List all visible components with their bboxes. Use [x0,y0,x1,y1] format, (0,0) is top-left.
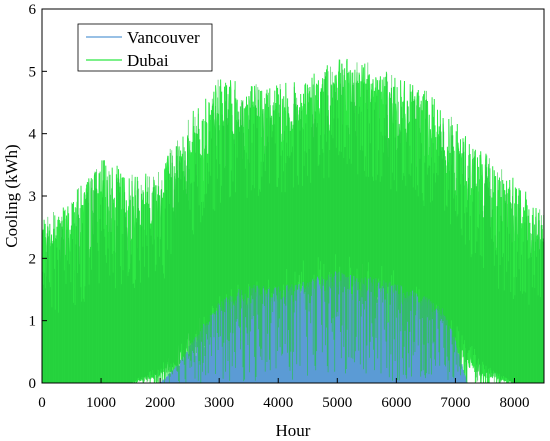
y-axis: 0 1 2 3 4 5 6 [29,2,47,392]
x-tick-label: 7000 [440,395,470,411]
x-tick-label: 4000 [263,395,293,411]
y-tick-label: 1 [29,314,37,330]
x-tick-label: 3000 [204,395,234,411]
legend-box [77,23,213,72]
x-axis: 0 1000 2000 3000 4000 5000 6000 7000 8000 [38,378,529,411]
y-tick-label: 3 [29,189,37,205]
x-tick-label: 5000 [322,395,352,411]
x-tick-label: 8000 [499,395,529,411]
x-tick-label: 6000 [381,395,411,411]
y-tick-label: 0 [29,376,37,392]
y-axis-title: Cooling (kWh) [2,144,21,247]
x-tick-label: 2000 [145,395,175,411]
legend-label-dubai: Dubai [127,51,169,70]
y-tick-label: 5 [29,64,37,80]
y-tick-label: 6 [29,2,37,18]
y-tick-label: 2 [29,251,37,267]
legend-label-vancouver: Vancouver [127,28,200,47]
x-axis-title: Hour [276,421,311,440]
x-tick-label: 0 [38,395,46,411]
series-layer [42,58,544,383]
y-tick-label: 4 [29,127,37,143]
series-line-dubai-overlay [42,62,544,383]
x-tick-label: 1000 [86,395,116,411]
legend: Vancouver Dubai [77,23,213,72]
